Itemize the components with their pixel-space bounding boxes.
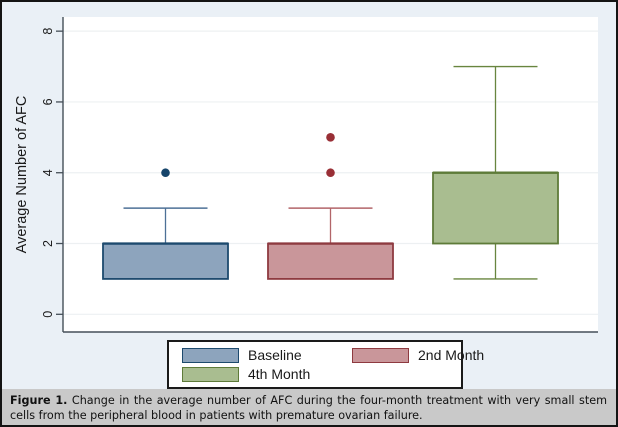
figure-caption-label: Figure 1. xyxy=(10,394,68,407)
legend-label-4th-month: 4th Month xyxy=(248,366,311,382)
legend-item-baseline: Baseline xyxy=(182,347,352,363)
fourth-month-swatch-icon xyxy=(182,366,239,382)
svg-text:6: 6 xyxy=(41,98,55,105)
legend-label-2nd-month: 2nd Month xyxy=(418,347,485,363)
legend-item-2nd-month: 2nd Month xyxy=(352,347,484,363)
legend-item-4th-month: 4th Month xyxy=(182,366,352,382)
svg-text:0: 0 xyxy=(41,311,55,318)
figure-caption-text: Change in the average number of AFC duri… xyxy=(10,394,608,422)
figure-caption: Figure 1. Change in the average number o… xyxy=(2,389,616,425)
legend-label-baseline: Baseline xyxy=(248,347,302,363)
boxplot-chart: 0 2 4 6 8 Average Number of AFC xyxy=(14,17,598,333)
svg-text:4: 4 xyxy=(41,169,55,176)
chart-legend: Baseline 2nd Month 4th Month xyxy=(167,340,484,389)
svg-text:2: 2 xyxy=(41,240,55,247)
baseline-swatch-icon xyxy=(182,347,239,363)
svg-text:8: 8 xyxy=(41,28,55,35)
svg-text:Average Number of AFC: Average Number of AFC xyxy=(14,96,30,254)
second-month-swatch-icon xyxy=(352,347,409,363)
